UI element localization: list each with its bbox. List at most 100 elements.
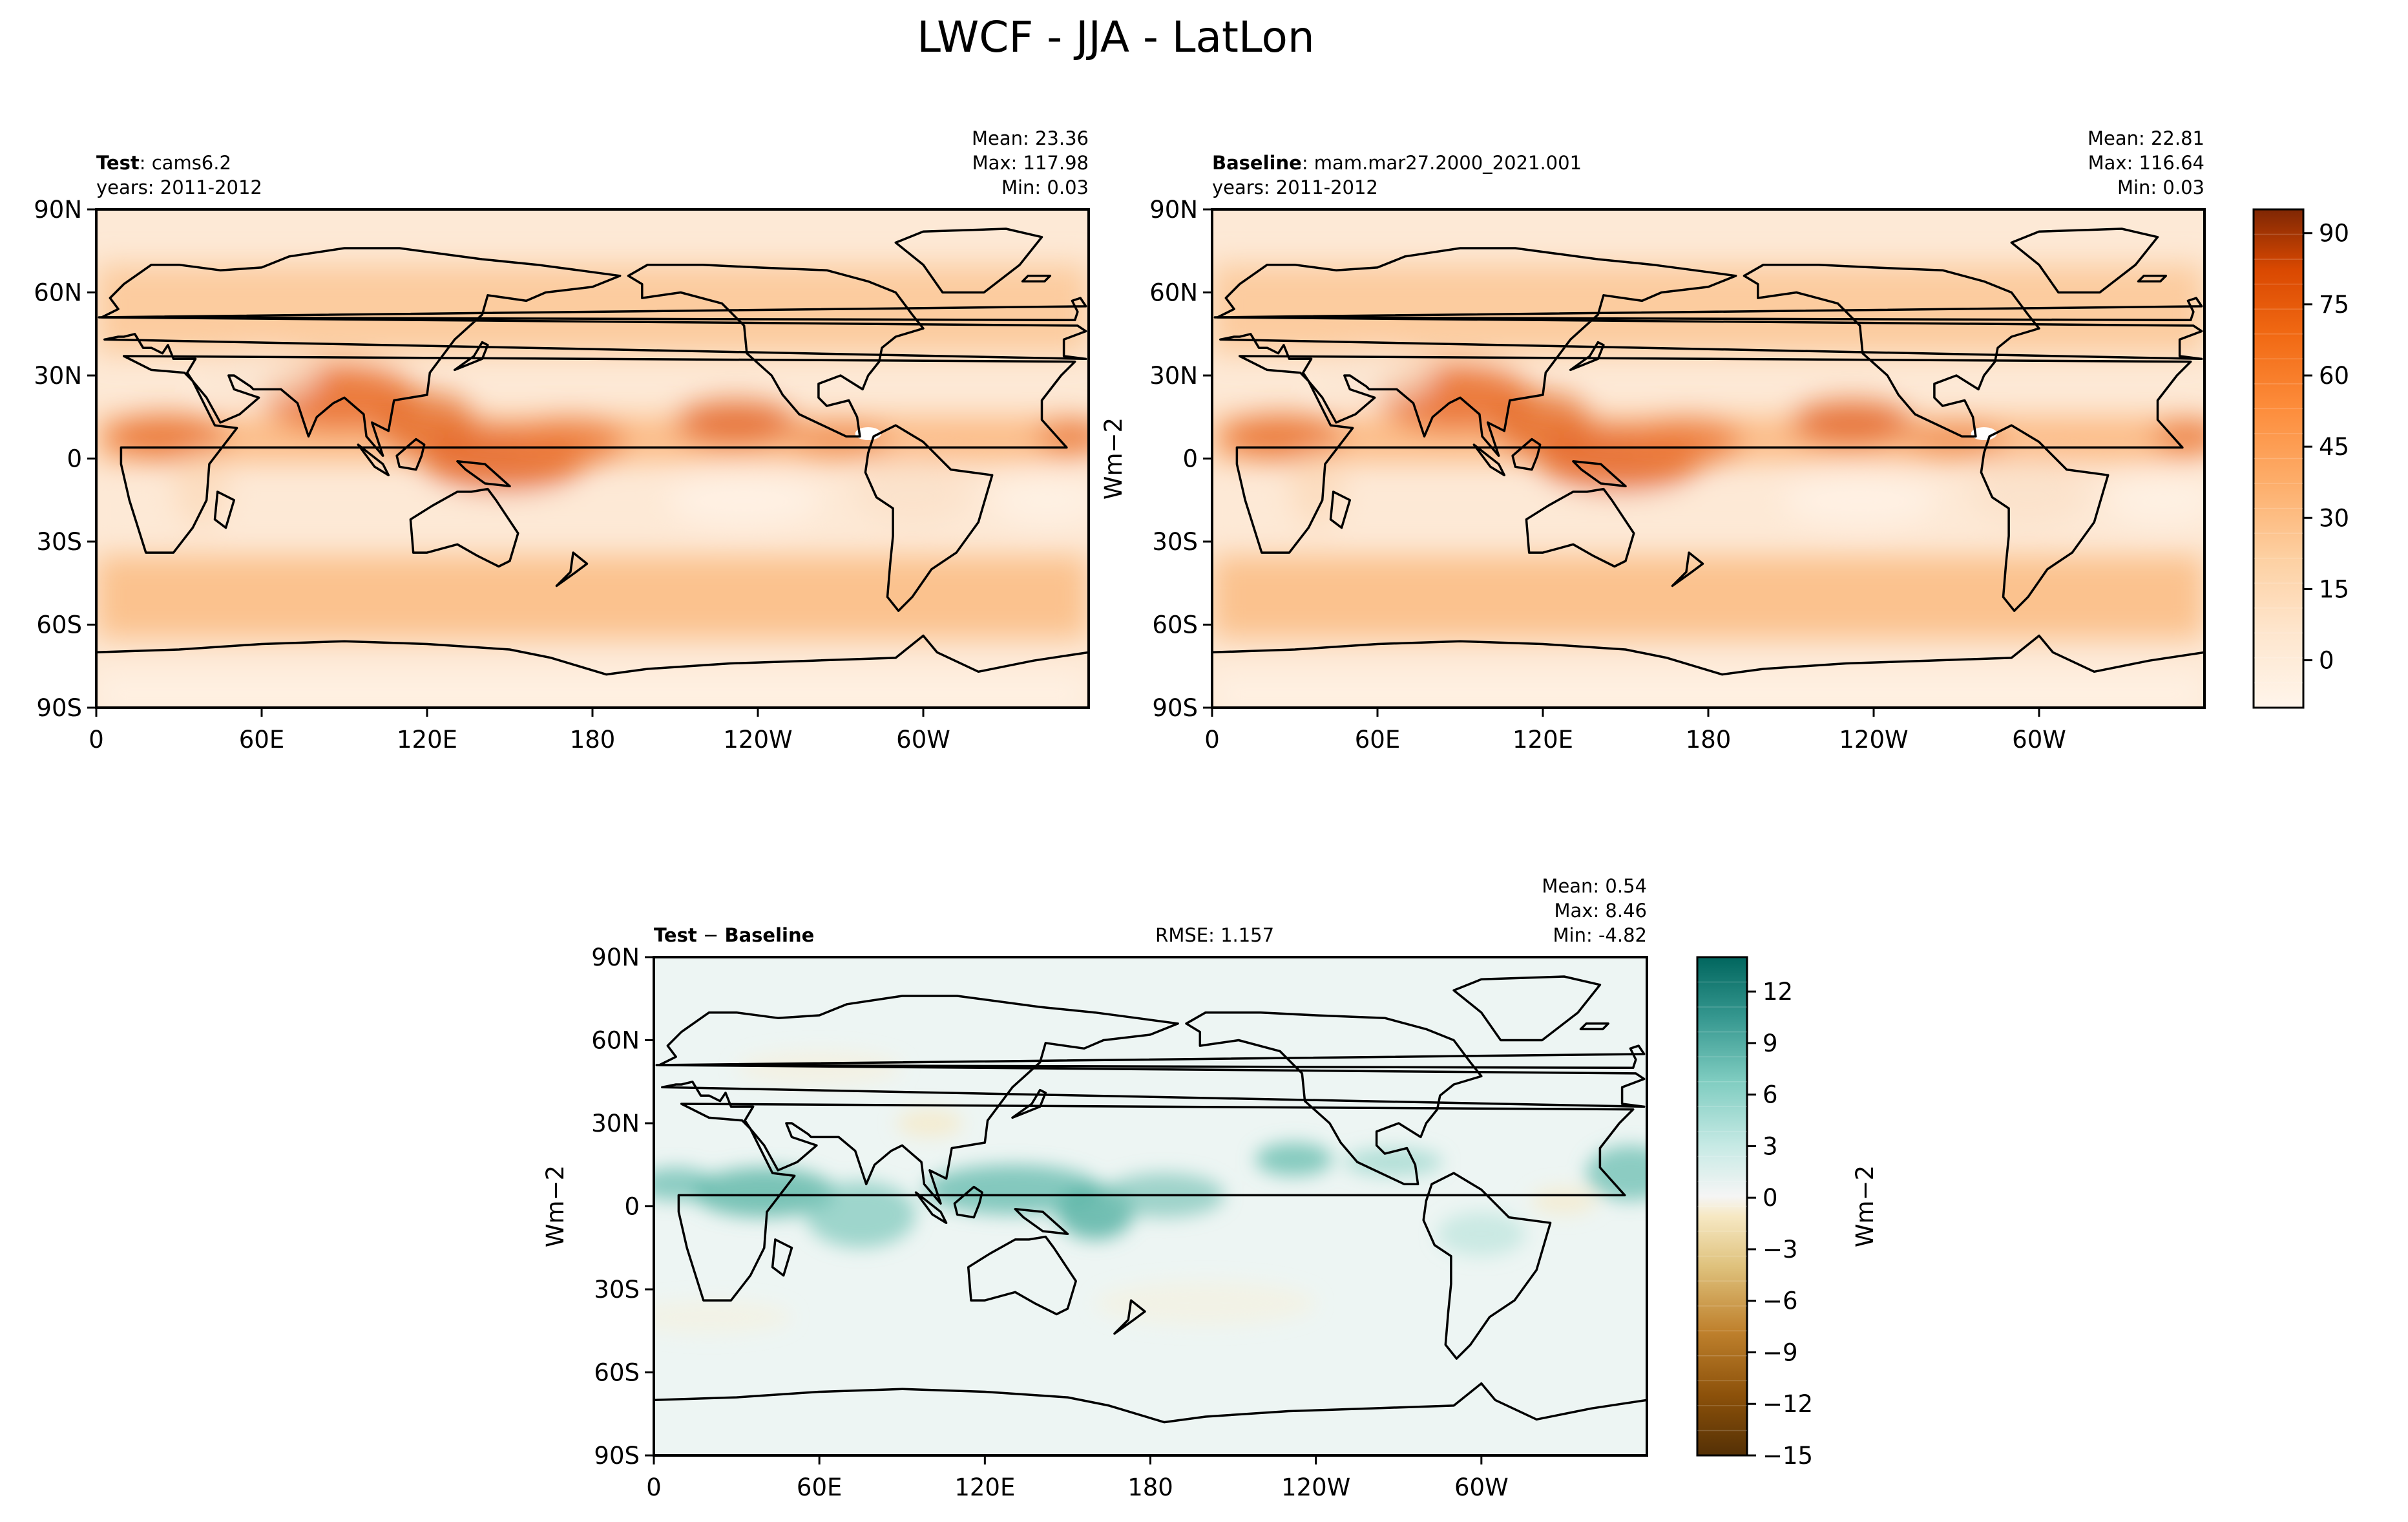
diff-colorbar-tick-label: 3 [1763, 1132, 1778, 1160]
test-coastlines [96, 227, 1089, 708]
test-x-tick-label: 60E [239, 726, 284, 754]
diff-colorbar-tick-label: −3 [1763, 1236, 1798, 1263]
baseline-y-tick-label: 30N [1149, 362, 1198, 390]
diff-coastlines [654, 975, 1647, 1455]
diff-y-tick-label: 90N [591, 944, 640, 971]
baseline-stat-line: Mean: 22.81 [2088, 127, 2204, 149]
diff-y-axis-label: Wm−2 [541, 1165, 569, 1247]
lwcf-colorbar-tick-label: 45 [2319, 433, 2349, 461]
test-coast-japan [453, 341, 489, 372]
diff-x-tick-label: 120W [1281, 1474, 1350, 1501]
baseline-coast-eurasia [1216, 247, 2203, 457]
diff-coast-greenland [1452, 975, 1602, 1042]
test-coast-borneo [395, 438, 426, 471]
baseline-x-tick-label: 60E [1355, 726, 1400, 754]
test-coast-madagascar [213, 491, 236, 529]
baseline-coast-greenland [2010, 227, 2159, 294]
test-stat-line: Max: 117.98 [972, 152, 1089, 174]
test-stat-line: Mean: 23.36 [972, 127, 1089, 149]
diff-rmse: RMSE: 1.157 [1155, 924, 1274, 946]
test-coast-eurasia [100, 247, 1087, 457]
baseline-title-case: : mam.mar27.2000_2021.001 [1302, 152, 1582, 174]
test-x-tick-label: 60W [896, 726, 950, 754]
test-stat-line: Min: 0.03 [1001, 176, 1089, 198]
colorbar-difference: 12 9 6 3 0 −3 −6 −9 −12 −15 Wm−2 [1696, 956, 1879, 1470]
colorbar-lwcf: 9075604530150Wm−2 [2252, 208, 2408, 709]
diff-stat-line: Min: -4.82 [1553, 924, 1647, 946]
baseline-y-tick-label: 90N [1149, 196, 1198, 224]
diff-x-tick-label: 60W [1454, 1474, 1509, 1501]
diff-coast-madagascar [771, 1238, 793, 1277]
test-field [96, 209, 1089, 708]
lwcf-colorbar-tick-label: 75 [2319, 291, 2349, 319]
diff-y-tick-label: 30S [594, 1276, 640, 1304]
baseline-coast-antarctica [1212, 634, 2204, 708]
baseline-years: years: 2011-2012 [1212, 176, 1378, 198]
lwcf-colorbar-bar [2252, 208, 2305, 709]
diff-colorbar-tick-label: 12 [1763, 978, 1793, 1006]
baseline-y-tick-label: 30S [1152, 528, 1198, 556]
diff-field [654, 957, 1647, 1455]
test-coast-sumatra [357, 443, 390, 476]
diff-colorbar-tick-label: 6 [1763, 1081, 1778, 1109]
diff-coast-iceland [1579, 1022, 1609, 1031]
baseline-stat-line: Max: 116.64 [2088, 152, 2204, 174]
diff-colorbar-tick-label: −15 [1763, 1442, 1813, 1470]
diff-title-bold-2: Baseline [724, 924, 814, 946]
test-y-tick-label: 30S [36, 528, 82, 556]
test-y-tick-label: 60S [36, 611, 82, 639]
diff-title-operator: − [697, 924, 725, 946]
baseline-title-bold: Baseline [1212, 152, 1302, 174]
test-coast-newguinea [456, 460, 511, 488]
test-coast-nz [555, 551, 589, 587]
lwcf-colorbar-tick-label: 60 [2319, 362, 2349, 390]
diff-coast-newguinea [1014, 1208, 1069, 1236]
test-y-tick-label: 90S [36, 694, 82, 722]
diff-coast-nz [1113, 1299, 1146, 1335]
diff-y-tick-label: 0 [624, 1193, 640, 1221]
baseline-coast-nam [1743, 263, 2040, 438]
lwcf-colorbar-tick-label: 15 [2319, 575, 2349, 603]
test-x-tick-label: 180 [570, 726, 616, 754]
test-y-tick-label: 60N [34, 279, 82, 307]
diff-colorbar-tick-label: −6 [1763, 1287, 1798, 1315]
baseline-y-tick-label: 0 [1182, 445, 1198, 473]
diff-x-tick-label: 180 [1127, 1474, 1173, 1501]
diff-colorbar-tick-label: −12 [1763, 1390, 1813, 1418]
diff-title: Test − Baseline [654, 924, 814, 946]
test-coast-iceland [1021, 275, 1052, 283]
test-coast-uk [98, 297, 1087, 322]
diff-y-tick-label: 60N [591, 1027, 640, 1055]
test-y-tick-label: 30N [34, 362, 82, 390]
baseline-stat-line: Min: 0.03 [2117, 176, 2204, 198]
baseline-y-tick-label: 60S [1152, 611, 1198, 639]
baseline-coast-uk [1213, 297, 2203, 322]
test-x-tick-label: 0 [89, 726, 104, 754]
test-y-tick-label: 0 [67, 445, 82, 473]
diff-x-tick-label: 0 [646, 1474, 662, 1501]
diff-x-tick-label: 120E [954, 1474, 1015, 1501]
test-title-bold: Test [96, 152, 140, 174]
test-title-case: : cams6.2 [140, 152, 231, 174]
diff-coast-nam [1185, 1011, 1483, 1185]
diff-coast-japan [1011, 1088, 1047, 1119]
test-coast-antarctica [96, 634, 1089, 708]
diff-coast-australia [967, 1235, 1077, 1316]
diff-coast-africa [677, 1103, 1635, 1302]
panel-diff: 0 60E 120E 180 120W 60W 90N 60N 30N 0 30S 60S 90S Wm−… [541, 875, 1648, 1501]
baseline-x-tick-label: 120W [1839, 726, 1908, 754]
test-x-tick-label: 120E [397, 726, 457, 754]
test-title: Test: cams6.2 [96, 152, 231, 174]
baseline-coast-iceland [2137, 275, 2168, 283]
panel-baseline: 0 60E 120E 180 120W 60W 90N 60N 30N 0 30S 60S 90S Wm−… [1100, 127, 2206, 754]
baseline-coast-madagascar [1329, 491, 1352, 529]
baseline-y-tick-label: 90S [1152, 694, 1198, 722]
test-coast-sam [864, 424, 994, 612]
baseline-coast-sumatra [1472, 443, 1506, 476]
diff-stat-line: Mean: 0.54 [1542, 875, 1647, 897]
baseline-y-tick-label: 60N [1149, 279, 1198, 307]
baseline-coast-nz [1671, 551, 1704, 587]
diff-stat-line: Max: 8.46 [1554, 900, 1647, 922]
panel-test: 0 60E 120E 180 120W 60W 90N 60N 30N 0 30S 60S 90S Tes… [34, 127, 1090, 754]
